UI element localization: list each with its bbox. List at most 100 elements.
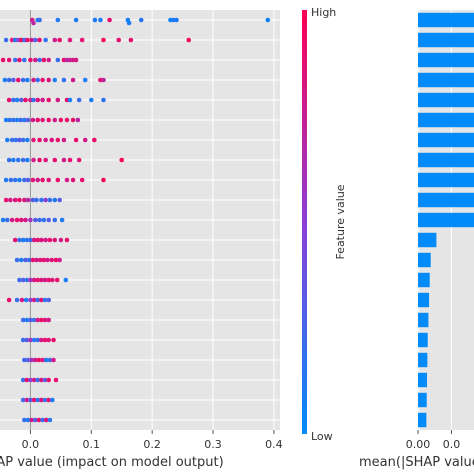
beeswarm-point — [50, 397, 55, 403]
beeswarm-point — [58, 117, 64, 123]
beeswarm-point — [40, 97, 45, 103]
beeswarm-point — [40, 117, 45, 123]
bar — [418, 352, 428, 368]
beeswarm-point — [8, 177, 14, 183]
beeswarm-point — [58, 237, 64, 243]
beeswarm-point — [33, 217, 38, 223]
beeswarm-point — [39, 297, 44, 303]
beeswarm-point — [55, 17, 61, 23]
beeswarm-point — [76, 97, 82, 103]
beeswarm-point — [35, 237, 41, 243]
beeswarm-point — [55, 97, 61, 103]
beeswarm-point — [53, 377, 59, 383]
beeswarm-point — [12, 177, 18, 183]
beeswarm-point — [20, 237, 26, 243]
beeswarm-point — [101, 97, 106, 103]
beeswarm-point — [31, 237, 37, 243]
bar-series — [418, 12, 474, 428]
beeswarm-point — [23, 297, 29, 303]
beeswarm-point — [46, 317, 51, 323]
beeswarm-point — [70, 117, 76, 123]
beeswarm-point — [42, 397, 48, 403]
beeswarm-point — [20, 377, 26, 383]
beeswarm-point — [31, 277, 37, 283]
beeswarm-points — [0, 17, 271, 423]
beeswarm-point — [46, 337, 51, 343]
beeswarm-point — [39, 197, 44, 203]
beeswarm-point — [186, 37, 191, 43]
beeswarm-point — [79, 177, 85, 183]
beeswarm-point — [42, 337, 48, 343]
beeswarm-point — [35, 277, 41, 283]
colorbar-low-label: Low — [311, 430, 333, 443]
beeswarm-point — [30, 177, 36, 183]
beeswarm-point — [107, 17, 112, 23]
beeswarm-point — [40, 77, 45, 83]
beeswarm-point — [30, 197, 36, 203]
bar — [418, 92, 474, 108]
beeswarm-point — [9, 217, 15, 223]
beeswarm-point — [37, 157, 42, 163]
beeswarm-point — [82, 77, 88, 83]
beeswarm-point — [46, 177, 51, 183]
beeswarm-point — [46, 117, 51, 123]
bar — [418, 32, 474, 48]
beeswarm-point — [35, 77, 41, 83]
beeswarm-point — [34, 257, 39, 263]
beeswarm-point — [119, 157, 125, 163]
beeswarm-point — [46, 297, 51, 303]
beeswarm-point — [25, 117, 31, 123]
bar — [418, 172, 474, 188]
beeswarm-point — [31, 77, 36, 83]
beeswarm-point — [47, 237, 53, 243]
beeswarm-point — [19, 217, 24, 223]
beeswarm-point — [17, 197, 22, 203]
beeswarm-point — [25, 137, 30, 143]
beeswarm-point — [73, 57, 79, 63]
colorbar: High Low Feature value — [302, 6, 347, 443]
beeswarm-point — [14, 257, 20, 263]
beeswarm-point — [128, 37, 134, 43]
bar — [418, 272, 430, 288]
beeswarm-point — [20, 397, 26, 403]
bar — [418, 52, 474, 68]
beeswarm-point — [73, 137, 79, 143]
beeswarm-point — [265, 17, 271, 23]
beeswarm-point — [31, 97, 36, 103]
beeswarm-point — [0, 57, 6, 63]
beeswarm-point — [39, 237, 44, 243]
beeswarm-point — [11, 117, 16, 123]
beeswarm-point — [20, 337, 26, 343]
beeswarm-point — [2, 77, 8, 83]
bar-x-tick-label: 0.00 — [406, 438, 431, 451]
beeswarm-x-axis-label: AP value (impact on model output) — [0, 455, 224, 470]
beeswarm-point — [12, 197, 18, 203]
beeswarm-point — [23, 97, 28, 103]
beeswarm-point — [47, 357, 53, 363]
beeswarm-point — [39, 377, 44, 383]
beeswarm-x-tick-label: 0.2 — [143, 438, 161, 451]
beeswarm-point — [20, 157, 26, 163]
beeswarm-point — [64, 117, 70, 123]
beeswarm-point — [17, 277, 22, 283]
beeswarm-point — [17, 137, 22, 143]
beeswarm-point — [57, 197, 62, 203]
beeswarm-point — [25, 37, 30, 43]
beeswarm-point — [43, 37, 48, 43]
beeswarm-point — [5, 217, 10, 223]
beeswarm-point — [73, 17, 79, 23]
beeswarm-point — [19, 297, 25, 303]
beeswarm-point — [25, 157, 30, 163]
beeswarm-point — [82, 137, 88, 143]
beeswarm-point — [61, 157, 67, 163]
beeswarm-point — [76, 157, 82, 163]
beeswarm-point — [33, 417, 38, 423]
beeswarm-point — [46, 77, 51, 83]
beeswarm-point — [20, 317, 26, 323]
beeswarm-point — [35, 317, 41, 323]
beeswarm-point — [42, 297, 48, 303]
beeswarm-point — [41, 57, 47, 63]
beeswarm-point — [50, 277, 55, 283]
beeswarm-point — [116, 37, 121, 43]
